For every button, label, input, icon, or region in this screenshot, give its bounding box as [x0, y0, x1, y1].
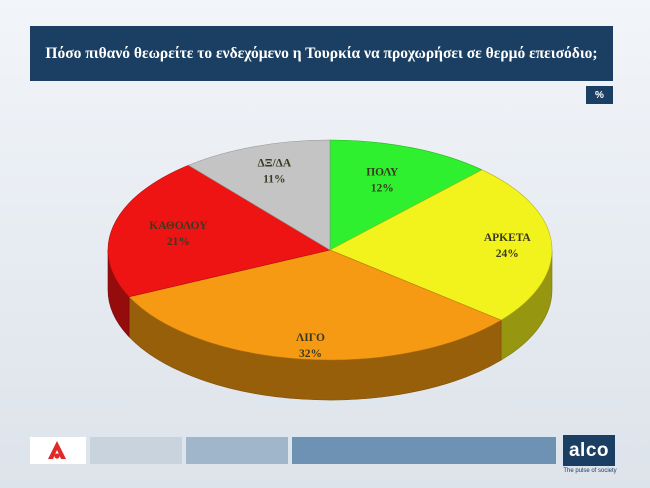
slice-value-1: 24%: [496, 248, 519, 260]
slice-label-4: ΔΞ/ΔΑ: [257, 157, 291, 169]
chart-title: Πόσο πιθανό θεωρείτε το ενδεχόμενο η Του…: [45, 44, 598, 62]
pie-slice-2: [128, 249, 502, 361]
alco-logo: alco: [563, 435, 615, 466]
alco-tagline: The pulse of society: [563, 468, 617, 474]
pie-slice-3: [107, 164, 331, 298]
slice-label-0: ΠΟΛΥ: [366, 166, 399, 178]
pie-tops: [107, 139, 553, 361]
slice-label-3: ΚΑΘΟΛΟΥ: [149, 220, 208, 232]
unit-badge: %: [586, 86, 613, 104]
footer-block-3: [186, 437, 288, 464]
pie-slice-1: [329, 169, 553, 321]
slice-value-0: 12%: [371, 182, 394, 194]
slice-label-2: ΛΙΓΟ: [296, 332, 325, 344]
slice-value-2: 32%: [299, 348, 322, 360]
pie-labels: ΠΟΛΥ 12% ΑΡΚΕΤΑ 24% ΛΙΓΟ 32% ΚΑΘΟΛΟΥ 21% ΔΞ/ΔΑ 11…: [149, 157, 531, 360]
pie-slice-0: [329, 139, 483, 251]
slice-value-4: 11%: [263, 173, 285, 185]
footer-block-2: [90, 437, 182, 464]
footer-block-4: [292, 437, 556, 464]
pie-slice-4: [187, 139, 331, 251]
title-bar: Πόσο πιθανό θεωρείτε το ενδεχόμενο η Του…: [30, 26, 613, 81]
slice-label-1: ΑΡΚΕΤΑ: [484, 232, 531, 244]
client-logo-icon: [48, 441, 66, 459]
slice-value-3: 21%: [167, 236, 190, 248]
